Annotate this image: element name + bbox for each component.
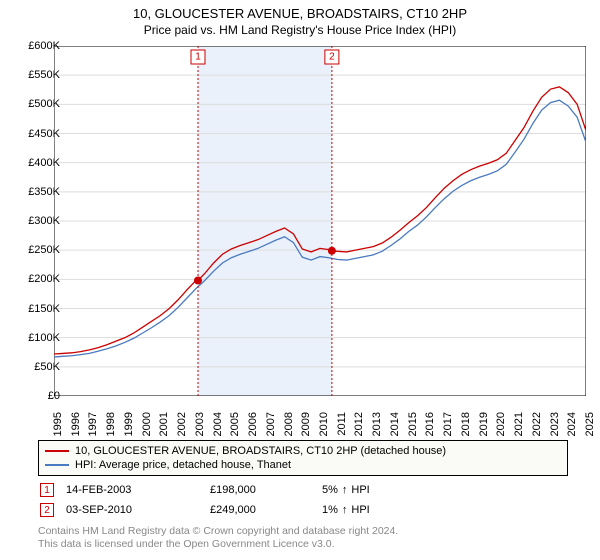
y-tick-label: £200K <box>28 273 60 285</box>
footer-attribution: Contains HM Land Registry data © Crown c… <box>38 525 398 551</box>
marker-price-2: £249,000 <box>210 504 310 516</box>
svg-text:2: 2 <box>329 52 335 63</box>
y-tick-label: £150K <box>28 303 60 315</box>
legend-label-subject: 10, GLOUCESTER AVENUE, BROADSTAIRS, CT10… <box>75 445 446 457</box>
marker-row-1: 1 14-FEB-2003 £198,000 5% ↑ HPI <box>38 480 568 500</box>
y-tick-label: £350K <box>28 186 60 198</box>
arrow-up-icon: ↑ <box>342 504 348 516</box>
chart-svg: 12 <box>54 46 586 396</box>
x-tick-label: 2025 <box>584 412 596 452</box>
y-tick-label: £400K <box>28 157 60 169</box>
footer-line1: Contains HM Land Registry data © Crown c… <box>38 525 398 538</box>
marker-hpi-pct-2: 1% <box>322 504 338 516</box>
marker-price-1: £198,000 <box>210 484 310 496</box>
marker-table: 1 14-FEB-2003 £198,000 5% ↑ HPI 2 03-SEP… <box>38 480 568 520</box>
legend-label-hpi: HPI: Average price, detached house, Than… <box>75 459 291 471</box>
y-tick-label: £250K <box>28 244 60 256</box>
chart-subtitle: Price paid vs. HM Land Registry's House … <box>0 21 600 37</box>
marker-date-2: 03-SEP-2010 <box>66 504 198 516</box>
marker-badge-2: 2 <box>40 503 54 517</box>
chart-container: 10, GLOUCESTER AVENUE, BROADSTAIRS, CT10… <box>0 0 600 560</box>
svg-text:1: 1 <box>195 52 201 63</box>
y-tick-label: £300K <box>28 215 60 227</box>
chart-plot-area: 12 <box>54 46 586 396</box>
marker-hpi-label-1: HPI <box>351 484 369 496</box>
y-tick-label: £0 <box>48 390 60 402</box>
y-tick-label: £600K <box>28 40 60 52</box>
y-tick-label: £100K <box>28 332 60 344</box>
marker-badge-1: 1 <box>40 483 54 497</box>
marker-date-1: 14-FEB-2003 <box>66 484 198 496</box>
y-tick-label: £500K <box>28 98 60 110</box>
arrow-up-icon: ↑ <box>342 484 348 496</box>
legend-swatch-hpi <box>45 464 69 466</box>
y-tick-label: £550K <box>28 69 60 81</box>
legend-row-subject: 10, GLOUCESTER AVENUE, BROADSTAIRS, CT10… <box>45 444 561 458</box>
legend-row-hpi: HPI: Average price, detached house, Than… <box>45 458 561 472</box>
marker-hpi-2: 1% ↑ HPI <box>322 504 422 516</box>
marker-hpi-1: 5% ↑ HPI <box>322 484 422 496</box>
y-tick-label: £450K <box>28 128 60 140</box>
x-tick-label: 2024 <box>566 412 578 452</box>
marker-hpi-pct-1: 5% <box>322 484 338 496</box>
chart-title: 10, GLOUCESTER AVENUE, BROADSTAIRS, CT10… <box>0 0 600 21</box>
legend: 10, GLOUCESTER AVENUE, BROADSTAIRS, CT10… <box>38 440 568 476</box>
footer-line2: This data is licensed under the Open Gov… <box>38 538 398 551</box>
marker-row-2: 2 03-SEP-2010 £249,000 1% ↑ HPI <box>38 500 568 520</box>
legend-swatch-subject <box>45 450 69 452</box>
marker-hpi-label-2: HPI <box>351 504 369 516</box>
y-tick-label: £50K <box>34 361 60 373</box>
